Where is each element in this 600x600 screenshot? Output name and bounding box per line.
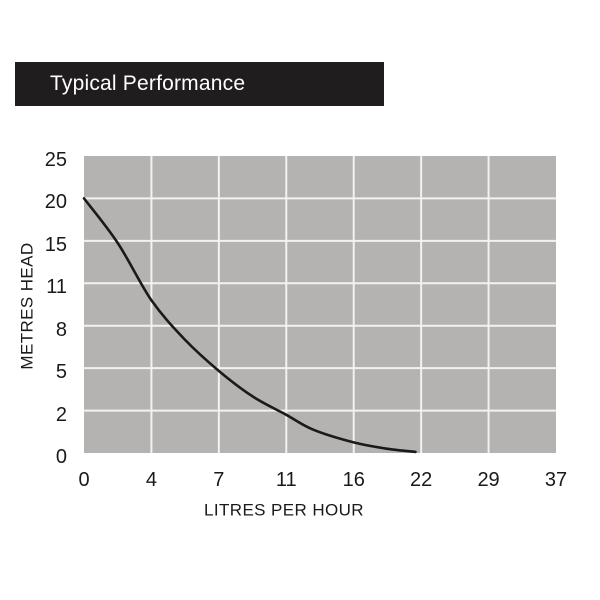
title-banner: Typical Performance: [15, 62, 384, 106]
x-tick-label: 29: [477, 469, 500, 491]
plot-background: [84, 156, 556, 453]
x-tick-label: 0: [78, 469, 90, 491]
x-tick-label: 11: [275, 469, 297, 491]
y-tick-label: 20: [44, 191, 67, 214]
y-axis-title: METRES HEAD: [17, 242, 37, 370]
y-tick-label: 8: [55, 318, 67, 341]
x-tick-label: 7: [213, 469, 225, 491]
y-tick-label: 2: [55, 403, 67, 426]
x-tick-label: 4: [145, 469, 157, 491]
x-tick-label: 16: [342, 469, 365, 491]
y-tick-label: 5: [55, 361, 67, 384]
y-tick-label: 11: [46, 276, 67, 299]
x-axis-title: LITRES PER HOUR: [204, 500, 364, 520]
performance-curve: [82, 197, 417, 454]
title-text: Typical Performance: [50, 72, 246, 95]
x-tick-label: 37: [544, 469, 568, 491]
y-tick-label: 15: [44, 233, 67, 256]
y-tick-label: 25: [44, 149, 67, 171]
y-tick-label: 0: [55, 446, 67, 468]
grid-lines: [84, 156, 556, 453]
x-tick-label: 22: [410, 469, 433, 491]
